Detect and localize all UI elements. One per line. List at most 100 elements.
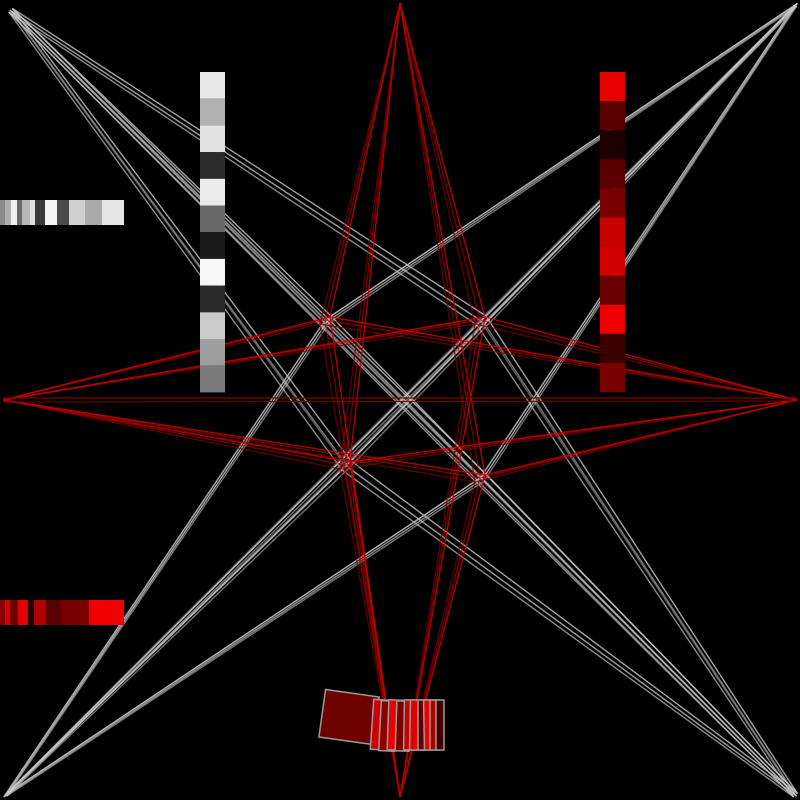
- red-line: [484, 399, 798, 476]
- gray-line: [483, 5, 798, 482]
- gray-swatch: [85, 200, 102, 225]
- gray-line: [11, 7, 352, 462]
- red-swatch: [89, 600, 124, 625]
- red-line: [399, 2, 486, 318]
- gray-swatch: [200, 98, 225, 126]
- red-swatch: [600, 130, 625, 160]
- gray-line: [11, 10, 350, 469]
- red-swatch: [62, 600, 89, 625]
- gray-line: [476, 482, 795, 798]
- red-line: [329, 316, 798, 401]
- gray-line: [348, 5, 798, 469]
- gray-line: [9, 9, 346, 466]
- gray-swatch: [200, 339, 225, 366]
- bottom-tile-stack: [318, 688, 445, 753]
- red-swatch: [600, 72, 625, 102]
- red-line: [349, 399, 798, 463]
- gray-line: [3, 482, 478, 798]
- gray-line: [4, 319, 481, 796]
- red-swatch: [600, 217, 625, 247]
- red-line: [2, 399, 341, 470]
- gray-line: [485, 315, 798, 794]
- gray-swatch: [200, 365, 225, 393]
- gray-swatch: [200, 312, 225, 339]
- gray-line: [479, 319, 796, 796]
- red-swatch: [600, 246, 625, 276]
- red-line: [2, 400, 798, 403]
- gray-line: [6, 460, 352, 794]
- red-line: [329, 2, 401, 318]
- tile: [318, 688, 380, 746]
- gray-line: [485, 473, 798, 794]
- gray-line: [485, 3, 798, 475]
- gray-line: [6, 480, 485, 797]
- gray-swatch: [11, 200, 17, 225]
- red-swatch: [34, 600, 46, 625]
- gray-line: [483, 480, 798, 797]
- gray-swatch: [200, 232, 225, 259]
- gray-swatch: [57, 200, 69, 225]
- gray-swatch: [35, 200, 45, 225]
- red-swatch: [600, 333, 625, 363]
- gray-swatch: [200, 125, 225, 153]
- red-swatch: [600, 101, 625, 131]
- red-swatch: [18, 600, 28, 625]
- gray-swatch: [30, 200, 35, 225]
- gray-swatch: [200, 205, 225, 233]
- red-line: [339, 2, 401, 470]
- gray-line: [6, 322, 330, 797]
- gray-line: [8, 11, 478, 484]
- red-swatch: [600, 159, 625, 189]
- red-vertical-swatch-strip: [600, 72, 625, 393]
- gray-line: [479, 4, 796, 321]
- gray-line: [341, 469, 795, 798]
- gray-line: [330, 2, 798, 317]
- gray-line: [8, 11, 478, 326]
- gray-line: [3, 324, 323, 798]
- red-swatch: [600, 188, 625, 218]
- gray-swatch: [200, 258, 225, 286]
- red-swatch: [46, 600, 62, 625]
- red-line: [2, 316, 331, 401]
- gray-line: [7, 473, 487, 794]
- tile: [435, 699, 445, 751]
- gray-swatch: [200, 178, 225, 206]
- red-horizontal-swatch-strip: [0, 600, 124, 625]
- gray-swatch: [5, 200, 11, 225]
- gray-line: [8, 11, 343, 471]
- red-swatch: [5, 600, 10, 625]
- red-line: [399, 2, 476, 325]
- red-line: [349, 2, 401, 463]
- gray-line: [6, 315, 487, 794]
- red-line: [484, 316, 798, 401]
- gray-line: [12, 7, 487, 317]
- red-line: [474, 323, 798, 401]
- gray-swatch: [200, 72, 225, 99]
- gray-horizontal-swatch-strip: [0, 200, 124, 225]
- gray-line: [350, 460, 798, 794]
- gray-line: [6, 315, 332, 794]
- red-swatch: [600, 275, 625, 305]
- red-line: [344, 2, 401, 466]
- red-line: [399, 2, 481, 321]
- gray-swatch: [200, 285, 225, 313]
- gray-line: [328, 5, 797, 324]
- gray-line: [348, 467, 798, 797]
- gray-line: [11, 7, 487, 475]
- gray-line: [350, 2, 798, 462]
- red-line: [2, 399, 476, 483]
- red-swatch: [10, 600, 18, 625]
- gray-swatch: [200, 152, 225, 179]
- red-swatch: [28, 600, 34, 625]
- gray-vertical-swatch-strip: [200, 72, 225, 393]
- red-swatch: [600, 363, 625, 393]
- gray-line: [476, 324, 795, 798]
- red-swatch: [600, 304, 625, 334]
- red-line: [399, 2, 486, 476]
- gray-line: [483, 322, 798, 797]
- red-line: [2, 323, 476, 401]
- gray-swatch: [45, 200, 57, 225]
- gray-swatch: [102, 200, 124, 225]
